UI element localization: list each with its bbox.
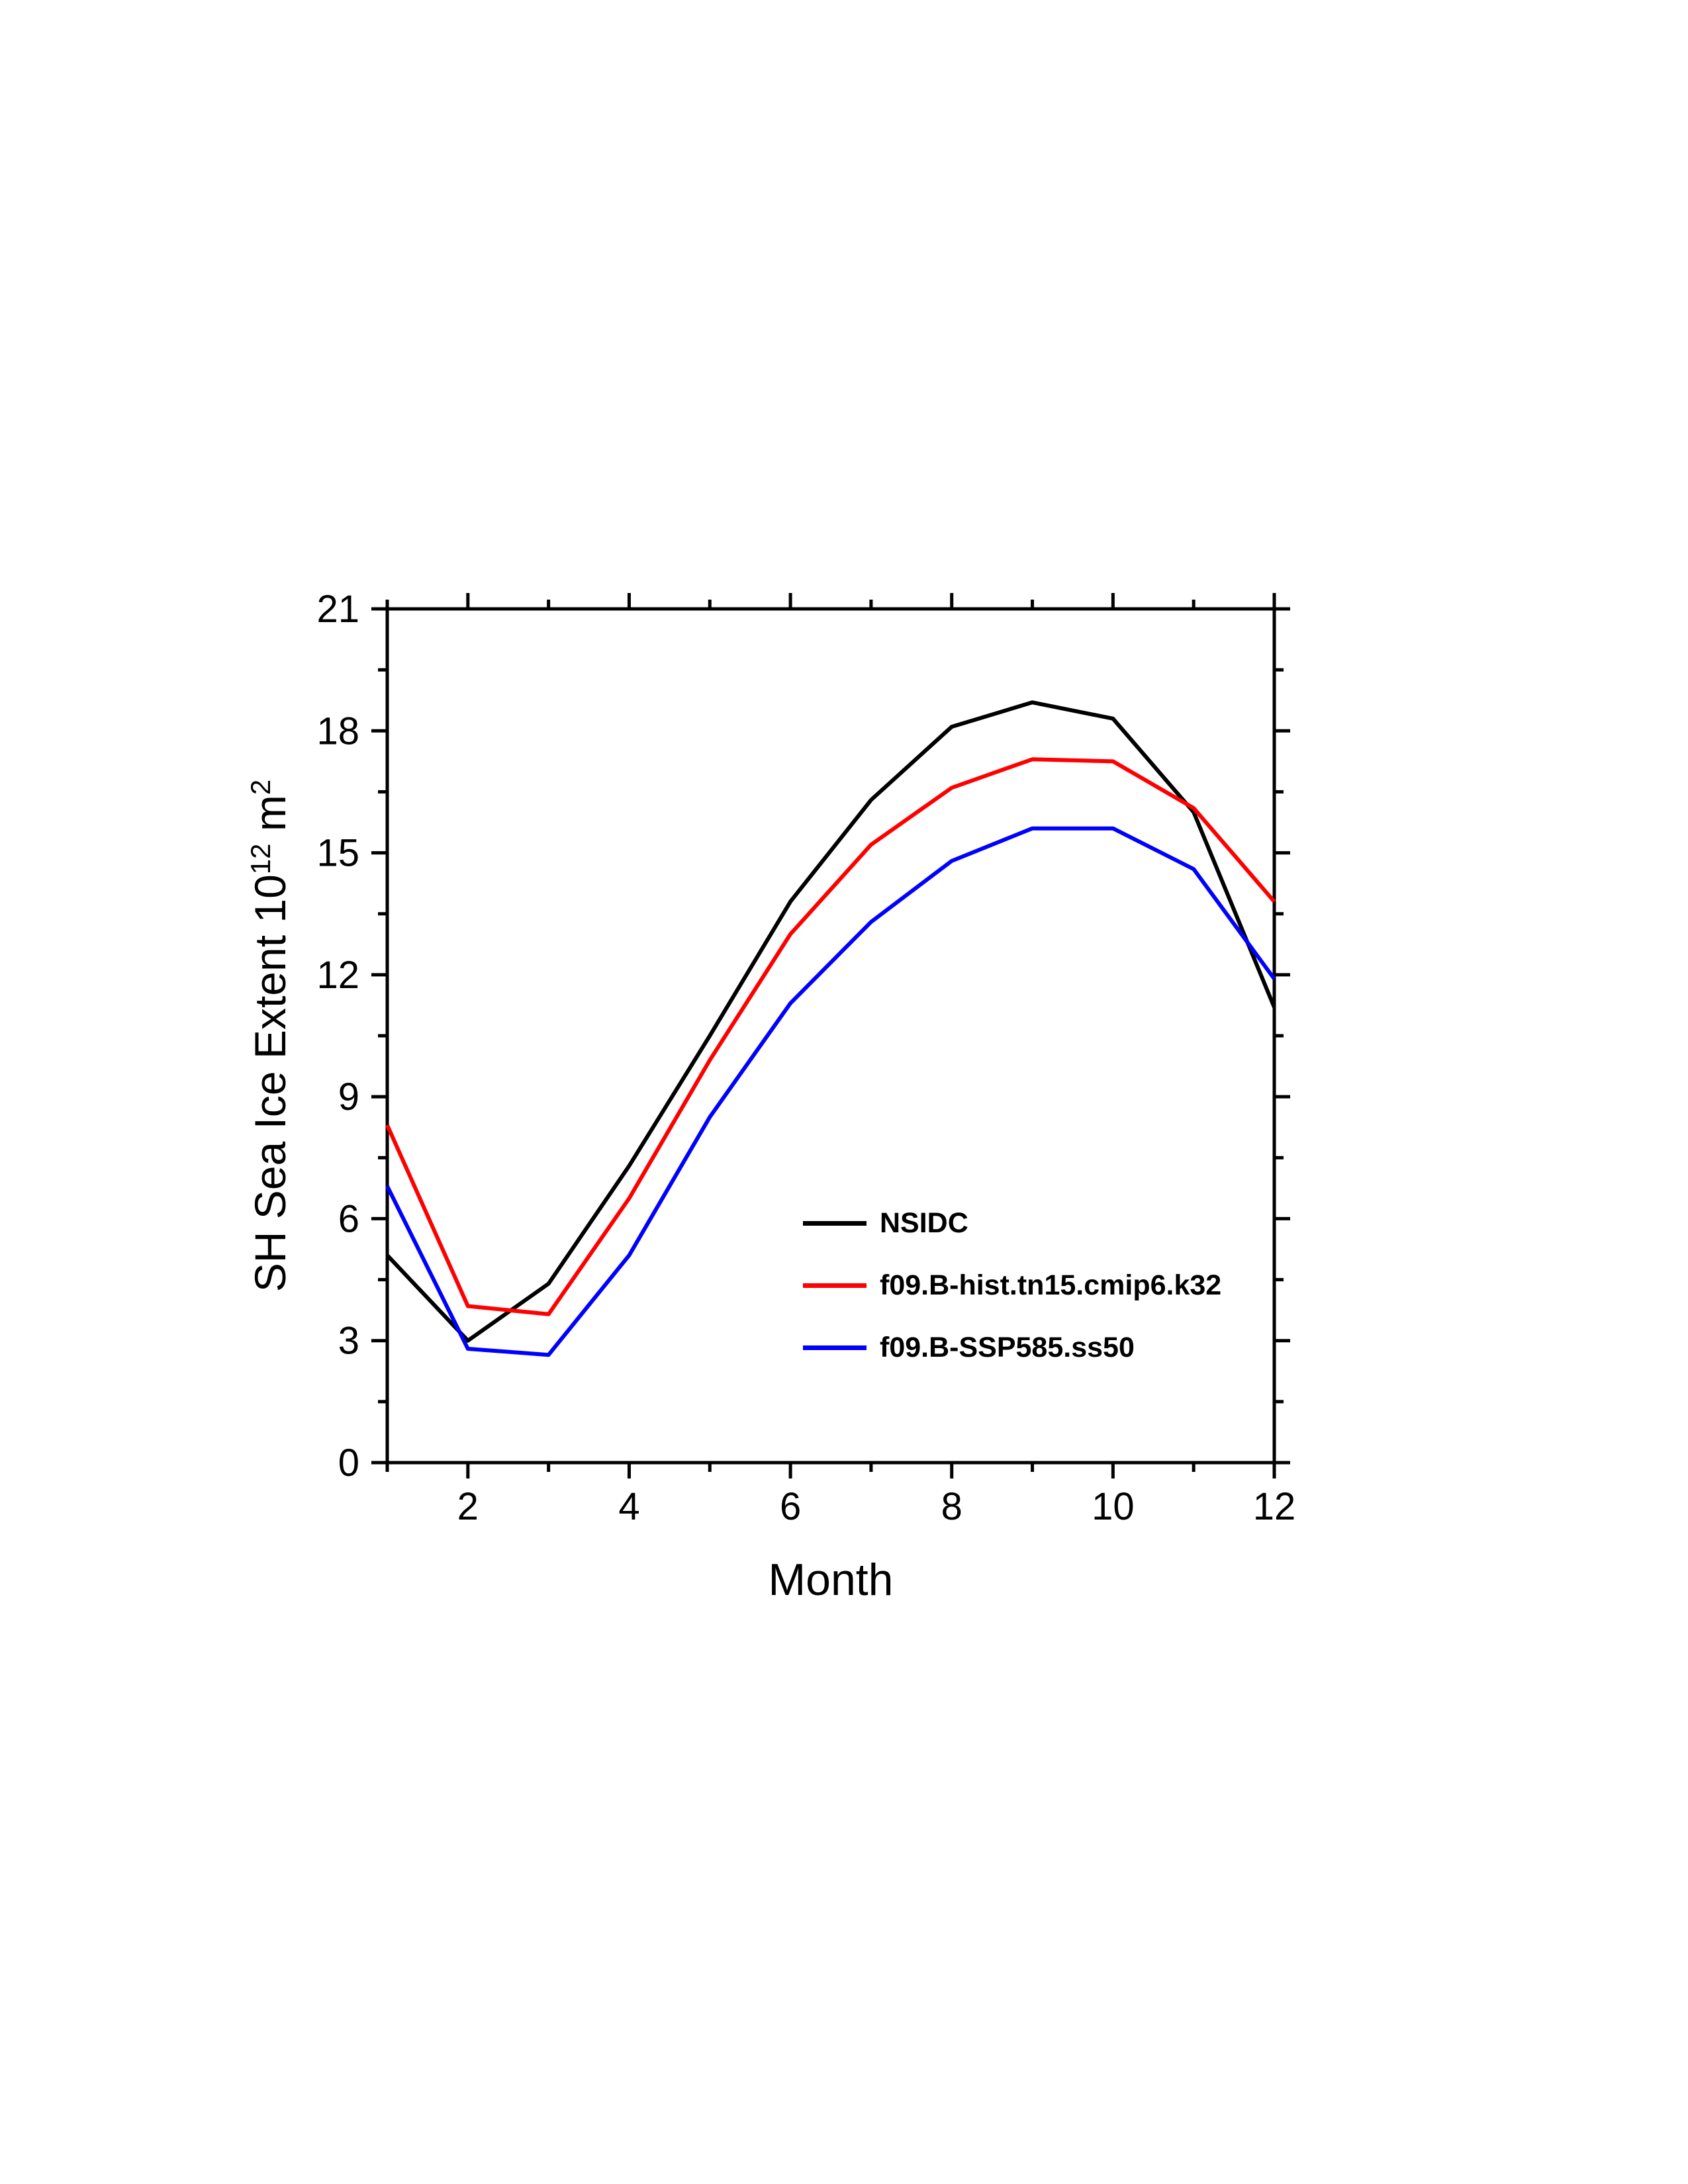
x-tick-label: 6 [780,1485,801,1528]
legend-line-swatch [803,1345,867,1350]
x-tick-label: 2 [457,1485,479,1528]
legend-item: NSIDC [803,1203,1221,1243]
series-line-NSIDC [385,700,1276,1343]
legend-label: NSIDC [880,1206,968,1239]
legend-item: f09.B-SSP585.ss50 [803,1328,1221,1367]
legend-label: f09.B-hist.tn15.cmip6.k32 [880,1269,1222,1301]
y-axis-title-prefix: SH Sea Ice Extent 10 [246,874,295,1293]
y-tick-label: 18 [316,709,359,752]
y-axis-title-unit: m [246,795,295,844]
y-axis-title-exponent: 12 [245,843,276,875]
legend-label: f09.B-SSP585.ss50 [880,1331,1135,1363]
x-tick-label: 8 [941,1485,962,1528]
x-axis-title: Month [768,1555,894,1605]
y-axis-title-unit-exponent: 2 [245,779,276,796]
y-tick-label: 21 [316,588,359,631]
y-tick-label: 15 [316,832,359,875]
x-tick-label: 12 [1253,1485,1296,1528]
y-tick-label: 0 [338,1441,359,1484]
legend-line-swatch [803,1220,867,1226]
x-tick-label: 10 [1092,1485,1135,1528]
series-line-f09.B-hist.tn15.cmip6.k32 [385,757,1276,1316]
y-tick-label: 3 [338,1320,359,1363]
legend-line-swatch [803,1283,867,1288]
y-axis-title: SH Sea Ice Extent 1012 m2 [245,780,295,1292]
legend: NSIDC f09.B-hist.tn15.cmip6.k32 f09.B-SSP5… [803,1203,1221,1367]
x-tick-label: 4 [618,1485,639,1528]
y-tick-label: 12 [316,954,359,997]
legend-item: f09.B-hist.tn15.cmip6.k32 [803,1265,1221,1305]
y-tick-label: 6 [338,1197,359,1240]
series-line-f09.B-SSP585.ss50 [385,826,1276,1357]
y-tick-label: 9 [338,1075,359,1118]
